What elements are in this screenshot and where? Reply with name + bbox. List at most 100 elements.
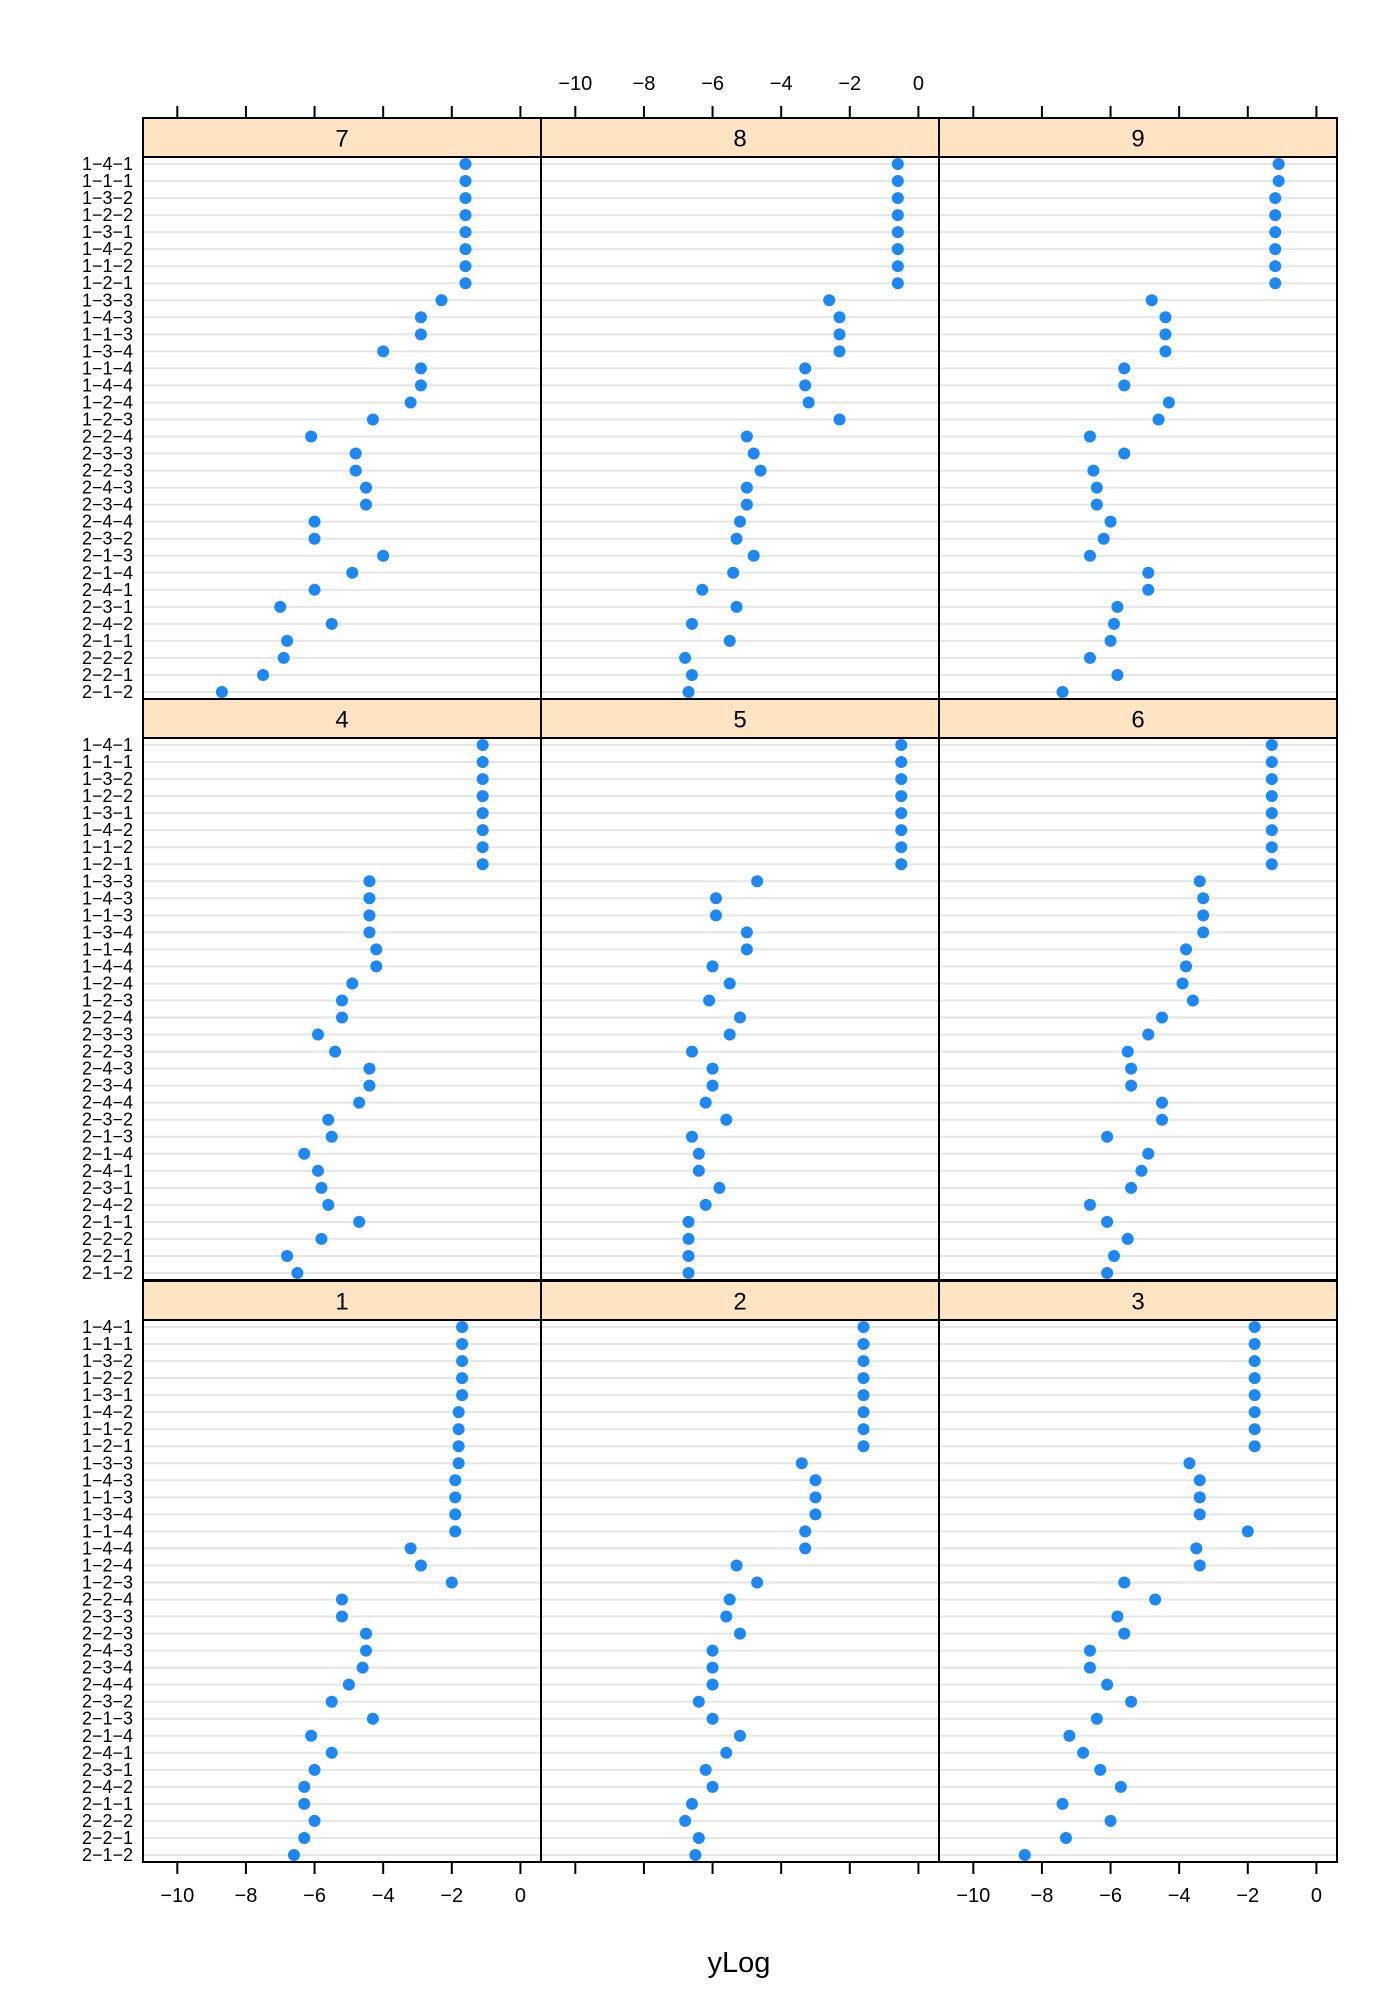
data-point	[891, 226, 904, 239]
data-point	[356, 1661, 369, 1674]
data-point	[1197, 926, 1210, 939]
data-point	[730, 600, 743, 613]
row-label: 1−2−3	[82, 990, 133, 1010]
data-point	[699, 1763, 712, 1776]
data-point	[1118, 362, 1131, 375]
x-tick-label-bottom: −2	[1236, 1885, 1259, 1907]
data-point	[445, 1576, 458, 1589]
data-point	[414, 379, 427, 392]
data-point	[703, 994, 716, 1007]
data-point	[795, 1457, 808, 1470]
x-tick-label-bottom: −8	[235, 1885, 258, 1907]
data-point	[895, 739, 908, 751]
x-tick-label-top: −4	[770, 73, 793, 95]
row-label: 1−3−1	[82, 222, 133, 242]
panel-frame	[142, 737, 542, 1281]
row-label: 1−2−2	[82, 1368, 133, 1388]
row-label: 2−3−1	[82, 597, 133, 617]
data-point	[1083, 1644, 1096, 1657]
data-point	[740, 943, 753, 956]
data-point	[891, 209, 904, 222]
row-label: 2−2−1	[82, 1828, 133, 1848]
x-tick-label-bottom: −2	[440, 1885, 463, 1907]
data-point	[257, 668, 270, 681]
data-point	[1104, 634, 1117, 647]
panel-frame	[142, 1319, 542, 1863]
data-point	[414, 311, 427, 324]
data-point	[857, 1406, 870, 1419]
data-point	[322, 1113, 335, 1126]
data-point	[692, 1164, 705, 1177]
data-point	[1101, 1130, 1114, 1143]
data-point	[363, 1062, 376, 1075]
data-point	[456, 1389, 469, 1402]
row-label: 2−1−2	[82, 682, 133, 702]
data-point	[414, 362, 427, 375]
data-point	[1269, 192, 1282, 205]
row-label: 2−1−2	[82, 1845, 133, 1865]
data-point	[1156, 1011, 1169, 1024]
data-point	[1083, 549, 1096, 562]
data-point	[1145, 294, 1158, 307]
data-point	[799, 379, 812, 392]
data-point	[823, 294, 836, 307]
data-point	[723, 634, 736, 647]
panel-2: 2	[540, 1280, 940, 1863]
data-point	[857, 1389, 870, 1402]
data-point	[315, 1232, 328, 1245]
panel-7: 71−4−11−1−11−3−21−2−21−3−11−4−21−1−21−2−…	[82, 117, 542, 702]
data-point	[325, 1130, 338, 1143]
data-point	[1142, 1028, 1155, 1041]
row-label: 1−2−2	[82, 205, 133, 225]
data-point	[799, 1542, 812, 1555]
data-point	[1087, 464, 1100, 477]
row-label: 1−1−2	[82, 837, 133, 857]
row-label: 1−2−1	[82, 854, 133, 874]
data-point	[734, 515, 746, 528]
data-point	[1186, 994, 1199, 1007]
data-point	[1118, 379, 1131, 392]
data-point	[363, 909, 376, 922]
data-point	[1159, 311, 1172, 324]
data-point	[685, 1045, 698, 1058]
data-point	[1272, 175, 1285, 188]
x-tick-label-bottom: 0	[515, 1885, 526, 1907]
data-point	[1104, 515, 1117, 528]
data-point	[1265, 858, 1278, 871]
panel-strip-label: 3	[1131, 1289, 1144, 1316]
data-point	[833, 413, 846, 426]
x-tick-label-top: −10	[558, 73, 592, 95]
data-point	[1193, 1508, 1206, 1521]
data-point	[891, 277, 904, 290]
row-label: 2−4−4	[82, 1675, 133, 1695]
data-point	[476, 807, 489, 820]
panel-strip-label: 6	[1131, 707, 1144, 734]
data-point	[682, 1249, 695, 1262]
row-label: 1−4−4	[82, 375, 133, 395]
row-label: 2−1−4	[82, 1144, 133, 1164]
data-point	[353, 1096, 366, 1109]
data-point	[1152, 413, 1165, 426]
data-point	[734, 1729, 746, 1742]
row-label: 1−4−1	[82, 154, 133, 174]
data-point	[308, 515, 321, 528]
row-label: 2−3−4	[82, 1658, 133, 1678]
row-label: 1−2−2	[82, 786, 133, 806]
data-point	[720, 1746, 733, 1759]
x-tick-label-bottom: −10	[160, 1885, 194, 1907]
row-label: 2−4−3	[82, 1059, 133, 1079]
data-point	[274, 600, 287, 613]
data-point	[346, 566, 359, 579]
data-point	[336, 1593, 348, 1606]
data-point	[751, 1576, 764, 1589]
data-point	[363, 892, 376, 905]
data-point	[346, 977, 359, 990]
data-point	[895, 858, 908, 871]
data-point	[456, 1372, 469, 1385]
data-point	[1142, 566, 1155, 579]
row-label: 2−1−3	[82, 546, 133, 566]
data-point	[895, 790, 908, 803]
row-label: 1−1−1	[82, 1334, 133, 1354]
data-point	[459, 277, 472, 290]
data-point	[1248, 1355, 1261, 1368]
